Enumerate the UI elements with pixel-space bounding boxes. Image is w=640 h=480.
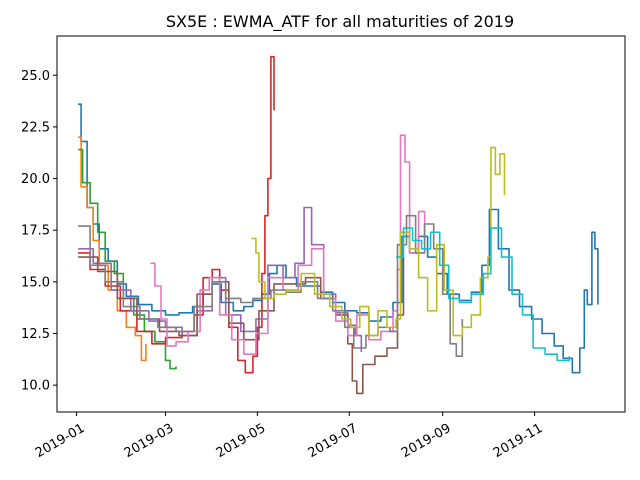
series-line-6: [78, 256, 405, 395]
y-tick-label: 25.0: [21, 69, 50, 84]
y-axis: 10.0 12.5 15.0 17.5 20.0 22.5 25.0: [21, 69, 57, 394]
series-line-7: [150, 134, 426, 355]
y-tick-label: 22.5: [21, 120, 50, 135]
chart-title: SX5E : EWMA_ATF for all maturities of 20…: [166, 12, 514, 32]
y-tick-label: 10.0: [21, 379, 50, 394]
series-line-2: [78, 136, 147, 362]
series-line-1: [78, 103, 599, 374]
y-tick-label: 17.5: [21, 224, 50, 239]
y-tick-label: 15.0: [21, 275, 50, 290]
series-layer: [78, 55, 599, 395]
series-line-5: [78, 206, 363, 353]
series-line-9: [251, 146, 506, 337]
series-line-10: [396, 227, 571, 362]
y-tick-label: 12.5: [21, 327, 50, 342]
series-line-8: [78, 214, 464, 357]
y-tick-label: 20.0: [21, 172, 50, 187]
plot-frame: [56, 35, 626, 413]
